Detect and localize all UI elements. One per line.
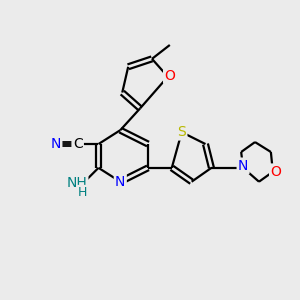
Text: S: S — [177, 125, 186, 139]
Text: C: C — [73, 137, 82, 151]
Text: N: N — [115, 175, 125, 189]
Text: O: O — [270, 165, 281, 179]
Text: H: H — [78, 186, 87, 199]
Text: N: N — [238, 159, 248, 173]
Text: O: O — [164, 69, 175, 83]
Text: NH: NH — [66, 176, 87, 190]
Text: N: N — [51, 137, 61, 151]
